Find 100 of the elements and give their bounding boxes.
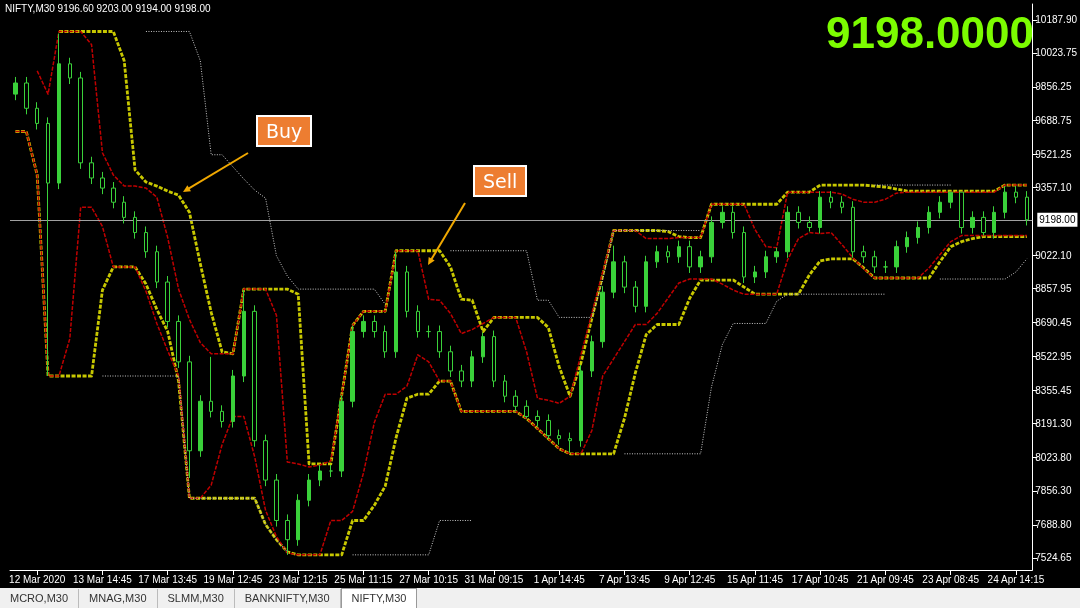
candlestick <box>481 332 485 364</box>
candlestick <box>938 195 942 219</box>
candlestick <box>829 190 833 209</box>
candlestick <box>513 389 518 412</box>
y-tick-label: 8191.30 <box>1035 417 1072 429</box>
x-tick-label: 24 Apr 14:15 <box>987 573 1045 585</box>
text: MCRO,M30 <box>0 589 80 608</box>
candlestick <box>220 404 224 429</box>
x-tick-label: 23 Mar 12:15 <box>268 573 329 585</box>
candlestick <box>133 210 137 240</box>
candlestick <box>1003 185 1007 219</box>
x-tick-label: 19 Mar 12:45 <box>203 573 263 585</box>
x-tick-label: 1 Apr 14:45 <box>533 573 586 585</box>
candlestick <box>68 57 72 85</box>
x-tick-label: 13 Mar 14:45 <box>72 573 133 585</box>
candlestick <box>329 464 333 478</box>
candlestick <box>448 345 453 378</box>
candlestick <box>579 364 583 448</box>
ref-line-label: 9198.00 <box>1039 214 1076 226</box>
candlestick <box>948 191 953 209</box>
annotation: Sell <box>473 165 528 197</box>
candlestick <box>187 355 192 479</box>
candlestick <box>198 394 203 458</box>
candlestick <box>285 513 290 556</box>
candlestick <box>894 240 899 274</box>
annotation: 9198.0000 <box>826 7 1035 57</box>
candlestick <box>100 171 105 195</box>
candlestick <box>350 324 355 408</box>
y-tick-label: 8355.45 <box>1035 384 1072 396</box>
y-tick-label: 8690.45 <box>1035 316 1072 328</box>
candlestick <box>1025 190 1029 226</box>
candlestick <box>1014 185 1018 204</box>
candlestick <box>807 215 812 233</box>
candlestick <box>242 289 246 383</box>
y-tick-label: 10023.75 <box>1035 47 1078 59</box>
y-tick-label: 8522.95 <box>1035 350 1072 362</box>
candlestick <box>546 413 551 440</box>
x-tick-label: 12 Mar 2020 <box>9 573 66 585</box>
y-tick-label: 7524.65 <box>1035 552 1072 564</box>
candlestick <box>13 76 18 101</box>
candlestick <box>155 245 159 289</box>
candlestick <box>57 33 61 190</box>
candlestick <box>753 265 757 284</box>
candlestick <box>405 265 409 318</box>
candlestick <box>535 409 540 428</box>
y-tick-label: 8857.95 <box>1035 283 1072 295</box>
candlestick <box>840 195 844 214</box>
x-tick-label: 27 Mar 10:15 <box>399 573 459 585</box>
candlestick <box>274 473 279 528</box>
y-tick-label: 9521.25 <box>1035 148 1072 160</box>
candlestick <box>644 255 648 313</box>
candlestick <box>611 245 616 299</box>
y-tick-label: 9022.10 <box>1035 249 1072 261</box>
candlestick <box>78 71 83 170</box>
candlestick <box>796 205 801 229</box>
candlestick <box>339 394 344 478</box>
candlestick <box>927 205 931 235</box>
candlestick <box>372 314 377 339</box>
text: MNAG,M30 <box>79 589 158 608</box>
y-tick-label: 8023.80 <box>1035 451 1072 463</box>
candlestick <box>503 374 507 403</box>
candlestick <box>916 220 920 245</box>
candlestick <box>883 260 888 274</box>
candlestick <box>263 434 268 487</box>
candlestick <box>774 247 779 264</box>
candlestick <box>46 116 50 377</box>
x-tick-label: 17 Mar 13:45 <box>138 573 198 585</box>
candlestick <box>89 156 94 185</box>
candlestick <box>764 250 768 279</box>
candlestick <box>622 255 627 294</box>
x-tick-label: 17 Apr 10:45 <box>791 573 850 585</box>
candlestick <box>231 369 235 429</box>
candlestick <box>590 335 594 378</box>
candlestick <box>24 76 29 115</box>
candlestick <box>992 205 996 240</box>
candlestick <box>307 473 311 507</box>
candlestick <box>818 190 822 235</box>
candlestick <box>785 205 790 259</box>
candlestick <box>633 280 638 313</box>
x-tick-label: 21 Apr 09:45 <box>857 573 915 585</box>
candlestick <box>318 464 322 487</box>
y-tick-label: 10187.90 <box>1035 14 1078 26</box>
candlestick <box>709 215 714 264</box>
candlestick <box>209 356 213 418</box>
x-tick-label: 31 Mar 09:15 <box>464 573 524 585</box>
candlestick <box>655 245 659 269</box>
x-tick-label: 9 Apr 12:45 <box>664 573 716 585</box>
y-tick-label: 7856.30 <box>1035 485 1072 497</box>
candlestick <box>742 225 746 284</box>
candlestick <box>959 191 964 235</box>
candlestick <box>492 330 496 388</box>
candlestick <box>394 251 398 359</box>
candlestick <box>698 250 703 274</box>
candlestick <box>677 240 681 264</box>
candlestick <box>111 181 116 209</box>
x-tick-label: 7 Apr 13:45 <box>598 573 651 585</box>
text: BANKNIFTY,M30 <box>234 589 341 608</box>
candlestick <box>361 314 366 339</box>
candlestick <box>557 429 561 446</box>
candlestick <box>252 304 257 448</box>
